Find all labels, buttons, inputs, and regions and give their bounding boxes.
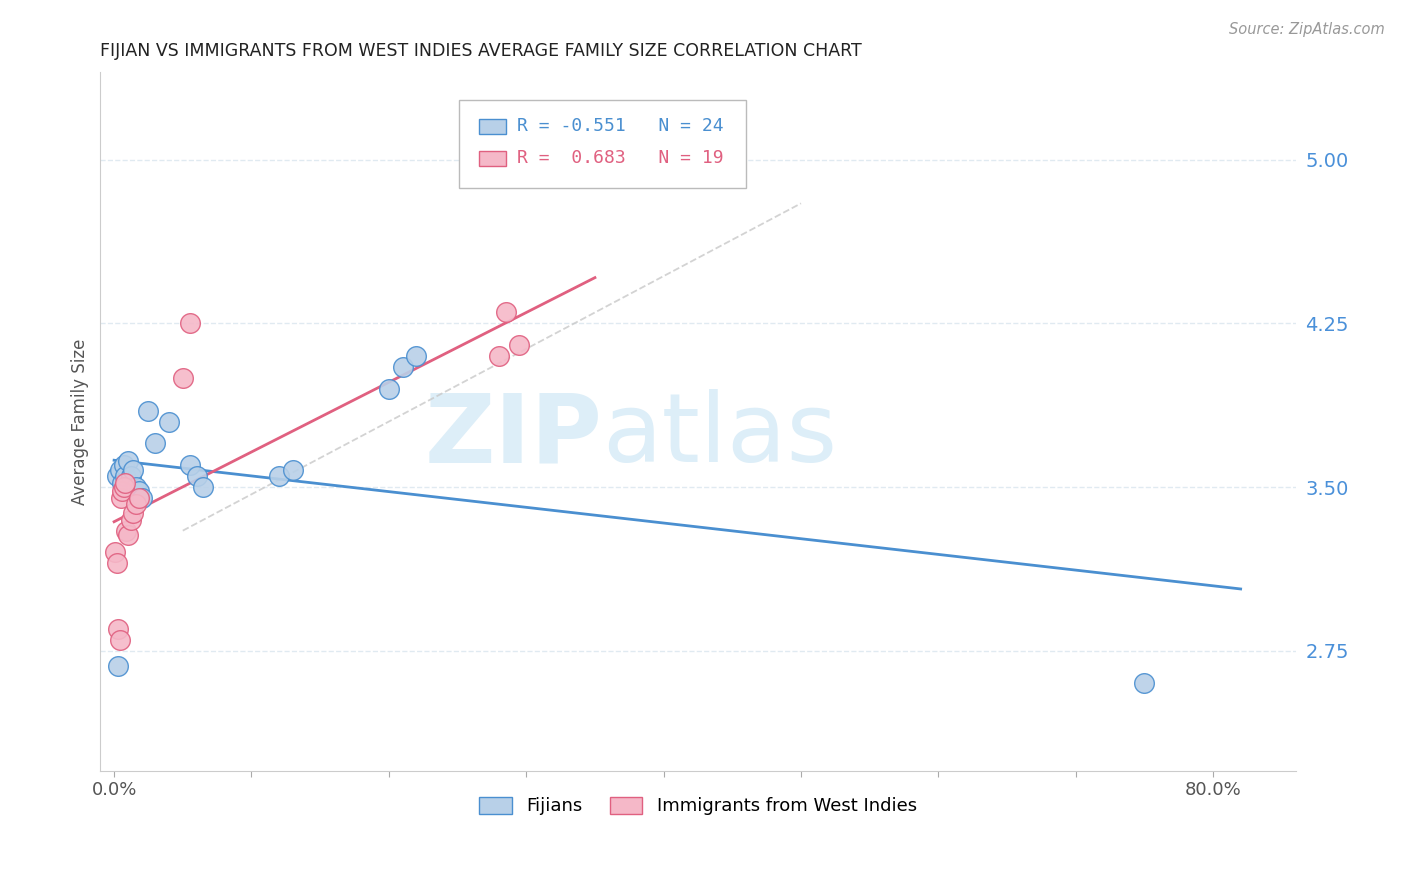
Point bbox=[157, 415, 180, 429]
Point bbox=[107, 659, 129, 673]
Text: Source: ZipAtlas.com: Source: ZipAtlas.com bbox=[1229, 22, 1385, 37]
Point bbox=[128, 484, 150, 499]
Point bbox=[128, 491, 150, 505]
Legend: Fijians, Immigrants from West Indies: Fijians, Immigrants from West Indies bbox=[470, 788, 925, 824]
Point bbox=[107, 622, 129, 636]
Point bbox=[125, 498, 148, 512]
Text: FIJIAN VS IMMIGRANTS FROM WEST INDIES AVERAGE FAMILY SIZE CORRELATION CHART: FIJIAN VS IMMIGRANTS FROM WEST INDIES AV… bbox=[100, 42, 862, 60]
Point bbox=[125, 480, 148, 494]
Point bbox=[111, 484, 134, 499]
Point bbox=[111, 475, 134, 490]
Point bbox=[105, 557, 128, 571]
FancyBboxPatch shape bbox=[458, 101, 745, 187]
Y-axis label: Average Family Size: Average Family Size bbox=[72, 338, 89, 505]
Point bbox=[131, 491, 153, 505]
Point bbox=[112, 458, 135, 473]
Point bbox=[115, 524, 138, 538]
Point bbox=[122, 462, 145, 476]
Point bbox=[108, 632, 131, 647]
Point bbox=[122, 506, 145, 520]
Point bbox=[281, 462, 304, 476]
Point bbox=[193, 480, 215, 494]
Point bbox=[120, 469, 142, 483]
Point bbox=[104, 545, 127, 559]
Point bbox=[112, 480, 135, 494]
FancyBboxPatch shape bbox=[479, 119, 506, 134]
Point bbox=[114, 475, 136, 490]
Point bbox=[110, 491, 132, 505]
Point bbox=[105, 469, 128, 483]
Point bbox=[186, 469, 208, 483]
Point bbox=[267, 469, 290, 483]
Point bbox=[172, 371, 194, 385]
Point bbox=[488, 349, 510, 363]
Point bbox=[108, 462, 131, 476]
Point bbox=[120, 513, 142, 527]
Point bbox=[405, 349, 427, 363]
Point bbox=[179, 458, 201, 473]
Point bbox=[1133, 676, 1156, 690]
Point bbox=[114, 469, 136, 483]
Text: R =  0.683   N = 19: R = 0.683 N = 19 bbox=[517, 149, 724, 168]
FancyBboxPatch shape bbox=[479, 151, 506, 166]
Point bbox=[143, 436, 166, 450]
Point bbox=[508, 338, 530, 352]
Text: ZIP: ZIP bbox=[425, 389, 602, 482]
Point bbox=[378, 382, 401, 396]
Point bbox=[117, 528, 139, 542]
Point bbox=[179, 317, 201, 331]
Point bbox=[138, 403, 160, 417]
Text: atlas: atlas bbox=[602, 389, 838, 482]
Text: R = -0.551   N = 24: R = -0.551 N = 24 bbox=[517, 117, 724, 136]
Point bbox=[117, 454, 139, 468]
Point bbox=[495, 305, 517, 319]
Point bbox=[391, 359, 413, 374]
